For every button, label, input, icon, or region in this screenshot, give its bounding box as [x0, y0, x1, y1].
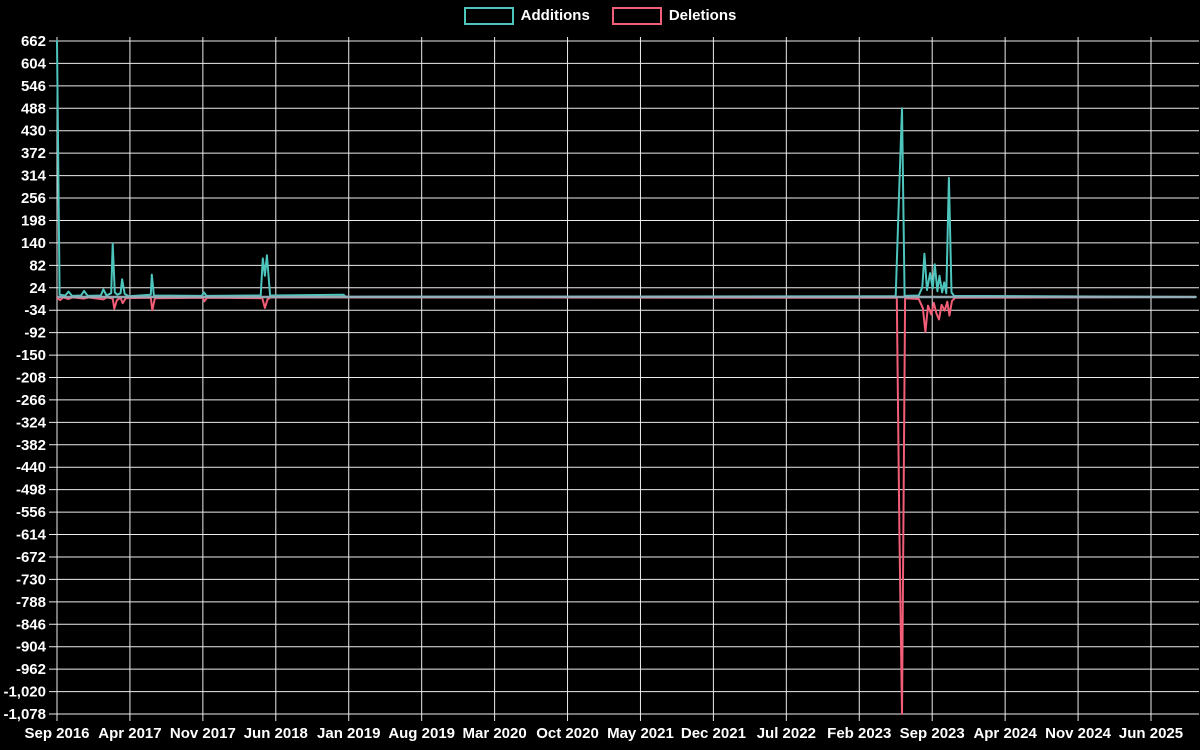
legend-deletions-label: Deletions	[668, 7, 737, 24]
y-axis-tick-label: 546	[21, 78, 46, 95]
y-axis-tick-label: -440	[16, 459, 46, 476]
x-axis-tick-label: Dec 2021	[681, 725, 746, 742]
deletions-line[interactable]	[56, 296, 1197, 715]
deletions-color-swatch	[611, 7, 662, 25]
y-axis-tick-label: -962	[16, 661, 46, 678]
x-axis-tick-label: Aug 2019	[388, 725, 455, 742]
x-axis-tick-label: Jun 2018	[244, 725, 308, 742]
x-axis-tick-label: Sep 2023	[900, 725, 965, 742]
y-axis-tick-label: 140	[21, 235, 46, 252]
y-axis-tick-label: 256	[21, 190, 46, 207]
y-axis-tick-label: -498	[16, 482, 46, 499]
y-axis-tick-label: 430	[21, 123, 46, 140]
x-axis-tick-label: Nov 2024	[1045, 725, 1112, 742]
y-axis-tick-label: 314	[21, 168, 47, 185]
x-axis-tick-label: Apr 2017	[98, 725, 161, 742]
legend-additions-label: Additions	[520, 7, 590, 24]
chart-legend: Additions Deletions	[0, 6, 1200, 26]
y-axis-tick-label: -382	[16, 437, 46, 454]
y-axis-tick-label: -266	[16, 392, 46, 409]
y-axis-tick-label: 488	[21, 100, 46, 117]
y-axis-tick-label: -1,078	[3, 706, 46, 723]
y-axis-tick-label: -1,020	[3, 684, 46, 701]
y-axis-tick-label: -730	[16, 571, 46, 588]
legend-item-additions[interactable]: Additions	[463, 6, 590, 26]
x-axis-tick-label: Mar 2020	[462, 725, 526, 742]
x-axis-tick-label: May 2021	[607, 725, 674, 742]
y-axis-tick-label: -92	[24, 325, 46, 342]
y-axis-tick-label: -556	[16, 504, 46, 521]
y-axis-tick-label: 82	[29, 257, 46, 274]
y-axis-tick-label: -208	[16, 370, 46, 387]
y-axis-tick-label: -614	[16, 527, 47, 544]
x-axis-tick-label: Oct 2020	[536, 725, 599, 742]
x-axis-tick-label: Feb 2023	[827, 725, 891, 742]
legend-item-deletions[interactable]: Deletions	[611, 6, 737, 26]
additions-line[interactable]	[56, 40, 1197, 298]
x-axis-tick-label: Jan 2019	[317, 725, 380, 742]
additions-color-swatch	[463, 7, 514, 25]
y-axis-tick-label: -672	[16, 549, 46, 566]
y-axis-tick-label: -788	[16, 594, 46, 611]
y-axis-tick-label: 198	[21, 212, 46, 229]
y-axis-tick-label: -904	[16, 639, 47, 656]
y-axis-tick-label: 604	[21, 55, 47, 72]
x-axis-tick-label: Nov 2017	[170, 725, 236, 742]
y-axis-tick-label: -34	[24, 302, 46, 319]
x-axis-tick-label: Jun 2025	[1119, 725, 1183, 742]
x-axis-tick-label: Apr 2024	[973, 725, 1037, 742]
x-axis-tick-label: Jul 2022	[757, 725, 816, 742]
y-axis-tick-label: -324	[16, 414, 47, 431]
y-axis-tick-label: 372	[21, 145, 46, 162]
x-axis-tick-label: Sep 2016	[24, 725, 89, 742]
y-axis-tick-label: 24	[29, 280, 46, 297]
y-axis-tick-label: -846	[16, 616, 46, 633]
y-axis-tick-label: -150	[16, 347, 46, 364]
y-axis-tick-label: 662	[21, 33, 46, 50]
